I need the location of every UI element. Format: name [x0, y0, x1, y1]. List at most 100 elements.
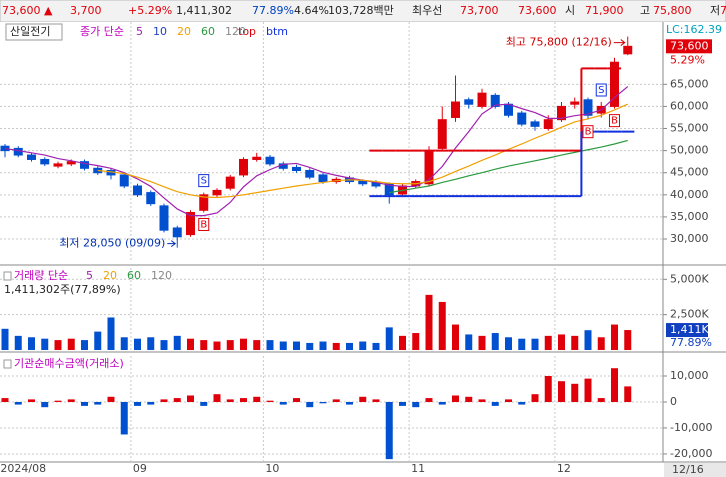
bar [571, 335, 579, 350]
bar [332, 342, 340, 350]
buy-signal-label: B [585, 127, 592, 138]
bar [518, 338, 526, 350]
bar [624, 386, 632, 402]
ma-legend: 60 [201, 25, 215, 38]
quote-cell: 73,600 ▲ [2, 4, 53, 17]
bar [452, 395, 459, 402]
sell-signal [198, 174, 210, 188]
bar [332, 399, 340, 402]
quote-cell: 1,411,302 [176, 4, 232, 17]
y-tick-label: 40,000 [670, 188, 709, 201]
ma-line [4, 86, 629, 217]
bar [518, 401, 526, 405]
candle-body [437, 119, 447, 149]
bar [279, 341, 287, 350]
y-tick-label: 50,000 [670, 144, 709, 157]
top-toggle[interactable]: top [238, 25, 256, 38]
candle-body [557, 105, 566, 121]
volume-badge [666, 323, 708, 338]
quote-cell: 73,700 [460, 4, 499, 17]
candle-body [159, 205, 169, 231]
bar [597, 398, 605, 402]
bar [81, 340, 88, 350]
volume-ratio-label: 77.89% [670, 336, 712, 349]
bar [359, 396, 367, 402]
last-price-badge [666, 39, 712, 54]
bar [531, 394, 539, 402]
bar [306, 401, 314, 408]
bar [478, 399, 486, 402]
bar [173, 335, 181, 350]
quote-cell: 75,800 [653, 4, 692, 17]
y-tick-label: 10,000 [670, 369, 709, 382]
bar [346, 342, 353, 350]
bar [94, 331, 102, 350]
quote-cell: 73,600 [518, 4, 557, 17]
bar [266, 340, 274, 350]
x-tick-label: 11 [411, 462, 425, 475]
bar [240, 338, 247, 350]
bar [505, 337, 512, 350]
quote-cell: 최우선 [412, 4, 442, 17]
bar [385, 401, 393, 460]
quote-cell: 71,900 [585, 4, 624, 17]
btm-toggle[interactable]: btm [266, 25, 288, 38]
y-tick-label: 45,000 [670, 166, 709, 179]
x-tick-label: 09 [133, 462, 147, 475]
sell-signal-label: S [598, 85, 604, 96]
bar [1, 398, 9, 402]
bar [399, 401, 406, 406]
change-label: 5.29% [670, 53, 705, 66]
bar [200, 401, 208, 406]
candle-body [318, 174, 328, 183]
stock-selector[interactable] [5, 23, 63, 41]
candle-body [212, 189, 222, 196]
bar [187, 395, 194, 402]
sell-signal-label: S [201, 176, 207, 187]
bar [306, 342, 314, 350]
bar [491, 333, 499, 350]
quote-cell: 고 [640, 4, 650, 17]
panel-title: 기관순매수금액(거래소) [14, 357, 124, 370]
candle-body [490, 94, 500, 107]
bar [359, 341, 367, 350]
bar [319, 401, 327, 404]
bar [1, 328, 9, 350]
bar [584, 330, 592, 350]
candle-body [239, 158, 248, 176]
bar [107, 396, 115, 402]
candle-body [583, 99, 593, 116]
ma-legend: 5 [136, 25, 143, 38]
y-tick-label: 65,000 [670, 77, 709, 90]
quote-cell: 103,728백만 [328, 4, 394, 17]
ma-legend: 120 [225, 25, 246, 38]
candle-body [504, 103, 513, 116]
bar [81, 401, 88, 406]
bar [67, 338, 75, 350]
bar [213, 341, 221, 350]
quote-cell: 저 [710, 4, 720, 17]
candle-body [119, 174, 129, 187]
bar [346, 401, 353, 405]
cursor-date-box [664, 463, 726, 477]
bar [412, 333, 420, 350]
sell-signal [595, 83, 607, 97]
bar [385, 327, 393, 350]
bar [491, 401, 499, 406]
bar [28, 399, 35, 402]
y-tick-label: 5,000K [670, 272, 709, 285]
candle-body [543, 119, 553, 130]
candle-body [225, 176, 235, 189]
buy-signal [198, 217, 210, 231]
corner-label: LC:162.39 [666, 23, 722, 36]
candle-body [186, 211, 195, 236]
candle-body [464, 99, 474, 105]
volume-legend: 60 [127, 269, 141, 282]
buy-signal [582, 125, 594, 139]
ma-line [97, 103, 628, 199]
legend-marker [3, 359, 12, 369]
candle-body [610, 61, 619, 107]
bar [14, 335, 22, 350]
stock-name[interactable]: 산일전기 [10, 24, 50, 38]
